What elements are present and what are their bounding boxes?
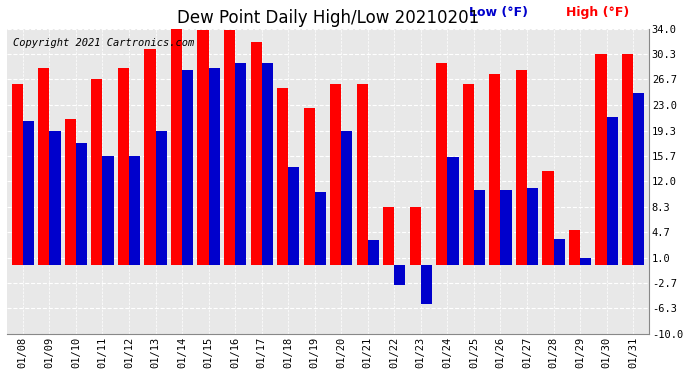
Text: Copyright 2021 Cartronics.com: Copyright 2021 Cartronics.com <box>13 38 195 48</box>
Bar <box>102 156 114 265</box>
Text: Low (°F): Low (°F) <box>469 6 529 20</box>
Bar <box>12 84 23 265</box>
Bar <box>235 63 246 265</box>
Bar <box>76 143 87 265</box>
Bar <box>447 157 459 265</box>
Bar <box>421 265 432 304</box>
Bar <box>342 130 353 265</box>
Bar <box>580 258 591 265</box>
Bar <box>553 239 564 265</box>
Bar <box>50 130 61 265</box>
Bar <box>91 79 102 265</box>
Bar <box>262 63 273 265</box>
Bar <box>304 108 315 265</box>
Bar <box>288 167 299 265</box>
Bar <box>315 192 326 265</box>
Title: Dew Point Daily High/Low 20210201: Dew Point Daily High/Low 20210201 <box>177 9 479 27</box>
Bar <box>38 68 50 265</box>
Bar <box>489 74 500 265</box>
Bar <box>197 30 208 265</box>
Bar <box>129 156 140 265</box>
Bar <box>250 42 262 265</box>
Bar <box>633 93 644 265</box>
Bar <box>622 54 633 265</box>
Bar <box>23 121 34 265</box>
Bar <box>394 265 406 285</box>
Bar <box>607 117 618 265</box>
Bar <box>155 130 167 265</box>
Bar <box>436 63 447 265</box>
Bar <box>542 171 553 265</box>
Bar <box>569 230 580 265</box>
Bar <box>474 190 485 265</box>
Bar <box>368 240 379 265</box>
Bar <box>595 54 607 265</box>
Bar <box>500 190 511 265</box>
Bar <box>527 188 538 265</box>
Bar <box>516 70 527 265</box>
Bar <box>383 207 394 265</box>
Bar <box>65 119 76 265</box>
Bar <box>118 68 129 265</box>
Text: High (°F): High (°F) <box>566 6 629 20</box>
Bar <box>463 84 474 265</box>
Bar <box>410 207 421 265</box>
Bar <box>330 84 342 265</box>
Bar <box>144 50 155 265</box>
Bar <box>171 28 182 265</box>
Bar <box>277 88 288 265</box>
Bar <box>208 68 219 265</box>
Bar <box>224 30 235 265</box>
Bar <box>182 70 193 265</box>
Bar <box>357 84 368 265</box>
